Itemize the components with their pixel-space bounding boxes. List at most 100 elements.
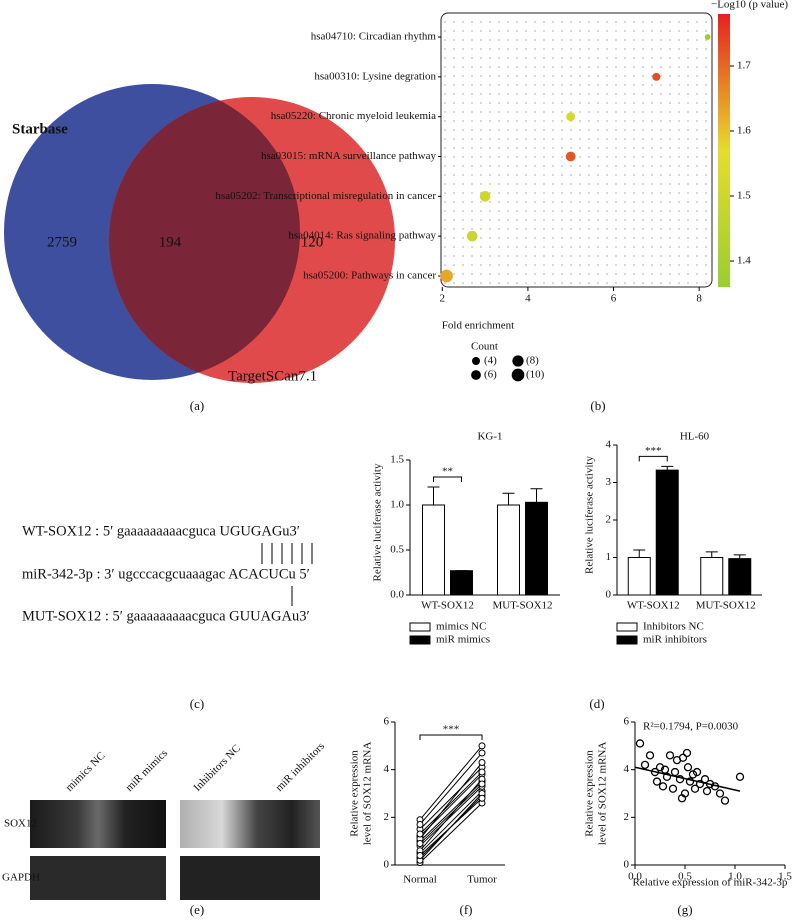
venn-intersection xyxy=(109,97,300,380)
category-label: hsa05220: Chronic myeloid leukemia xyxy=(271,110,436,122)
y-tick-label: 0.0 xyxy=(390,589,404,601)
bar xyxy=(627,557,651,596)
pair-line xyxy=(419,745,483,821)
dot xyxy=(566,112,576,122)
point xyxy=(662,772,672,781)
significance-label: ** xyxy=(442,466,453,478)
point xyxy=(668,784,678,793)
size-legend-dot xyxy=(512,355,524,367)
y-axis-label: Relative luciferase activity xyxy=(584,456,596,574)
x-tick-label: 8 xyxy=(696,293,702,305)
pair-line xyxy=(419,766,483,830)
error-bar xyxy=(530,488,543,503)
legend-swatch xyxy=(409,635,431,645)
pairing-bars xyxy=(261,543,313,606)
size-legend-label: (10) xyxy=(526,369,545,381)
panel-label: (d) xyxy=(589,696,604,711)
y-tick-label: 0 xyxy=(384,859,390,871)
point xyxy=(652,777,662,786)
x-tick-label: 0.5 xyxy=(678,871,692,883)
x-tick-label: Tumor xyxy=(467,874,497,886)
colorbar-tick-label: 1.7 xyxy=(737,60,751,72)
y-tick-label: 2 xyxy=(384,811,390,823)
y-tick-label: 6 xyxy=(384,716,390,728)
legend-label: miR inhibitors xyxy=(643,634,707,646)
pair-line xyxy=(419,783,483,844)
category-label: hsa00310: Lysine degration xyxy=(314,70,436,82)
point xyxy=(682,748,692,758)
sequence-line: MUT-SOX12 : 5′ gaaaaaaaaacguca GUUAGAu3′ xyxy=(22,608,310,624)
x-axis-label: Fold enrichment xyxy=(442,320,514,332)
point xyxy=(735,772,745,781)
panel-label: (b) xyxy=(590,398,605,413)
legend-label: miR mimics xyxy=(436,634,490,646)
y-tick-label: 4 xyxy=(384,763,390,775)
significance-bracket xyxy=(419,734,483,740)
colorbar-tick-label: 1.4 xyxy=(737,255,751,267)
colorbar-tick-label: 1.5 xyxy=(737,190,751,202)
legend-swatch xyxy=(616,635,638,645)
point xyxy=(478,749,486,757)
point xyxy=(478,794,486,802)
size-legend-dot xyxy=(511,368,525,382)
chart-title: HL-60 xyxy=(680,431,710,443)
category-label: hsa05200: Pathways in cancer xyxy=(303,270,436,282)
point xyxy=(640,760,650,770)
error-bar xyxy=(705,551,718,558)
category-label: hsa04014: Ras signaling pathway xyxy=(288,230,436,242)
significance-label: *** xyxy=(443,724,460,736)
venn-count: 194 xyxy=(159,234,182,250)
annotation: R²=0.1794, P=0.0030 xyxy=(643,721,739,733)
lane-label: mimics NC xyxy=(63,750,107,794)
error-bar xyxy=(427,486,440,505)
y-tick-label: 3 xyxy=(606,476,612,488)
y-tick-label: 0 xyxy=(624,859,630,871)
pair-line xyxy=(419,797,483,856)
bar xyxy=(728,558,752,596)
y-tick-label: 2 xyxy=(624,811,630,823)
y-tick-label: 6 xyxy=(624,716,630,728)
pair-line xyxy=(419,771,483,835)
significance-bracket xyxy=(638,455,668,462)
point xyxy=(685,777,695,786)
lane-label: miR inhibitors xyxy=(273,740,327,794)
bar xyxy=(700,557,724,596)
bar xyxy=(450,570,473,596)
y-tick-label: 4 xyxy=(606,439,612,451)
blot-band xyxy=(180,856,320,900)
y-tick-label: 4 xyxy=(624,763,630,775)
set-label: Starbase xyxy=(12,121,68,137)
dot xyxy=(565,151,576,162)
legend-swatch xyxy=(409,622,431,632)
x-tick-label: 0.0 xyxy=(628,871,642,883)
significance-bracket xyxy=(433,476,462,482)
legend-swatch xyxy=(616,622,638,632)
colorbar-title: −Log10 (p value) xyxy=(711,0,788,11)
panel-label: (e) xyxy=(190,902,204,917)
point xyxy=(720,796,730,805)
x-tick-label: 6 xyxy=(611,293,617,305)
point xyxy=(665,751,675,760)
pair-line xyxy=(419,802,483,863)
sequence-line: WT-SOX12 : 5′ gaaaaaaaaacguca UGUGAGu3′ xyxy=(22,523,300,539)
category-label: hsa03015: mRNA surveillance pathway xyxy=(261,150,437,162)
venn-count: 120 xyxy=(301,234,324,250)
dot xyxy=(704,34,711,40)
size-legend-label: (8) xyxy=(526,355,539,367)
chart-title: KG-1 xyxy=(477,431,502,443)
point xyxy=(677,794,687,803)
pair-line xyxy=(419,785,483,847)
error-bar xyxy=(502,492,515,505)
error-bar xyxy=(661,465,674,471)
y-tick-label: 1.0 xyxy=(390,499,404,511)
x-tick-label: WT-SOX12 xyxy=(627,600,680,612)
x-tick-label: Normal xyxy=(403,874,437,886)
y-axis-label: level of SOX12 mRNA xyxy=(597,742,609,846)
y-axis-label: Relative expression xyxy=(584,750,596,837)
category-label: hsa05202: Transcriptional misregulation … xyxy=(215,190,436,202)
pair-line xyxy=(419,790,483,854)
set-label: TargetSCan7.1 xyxy=(228,368,317,384)
